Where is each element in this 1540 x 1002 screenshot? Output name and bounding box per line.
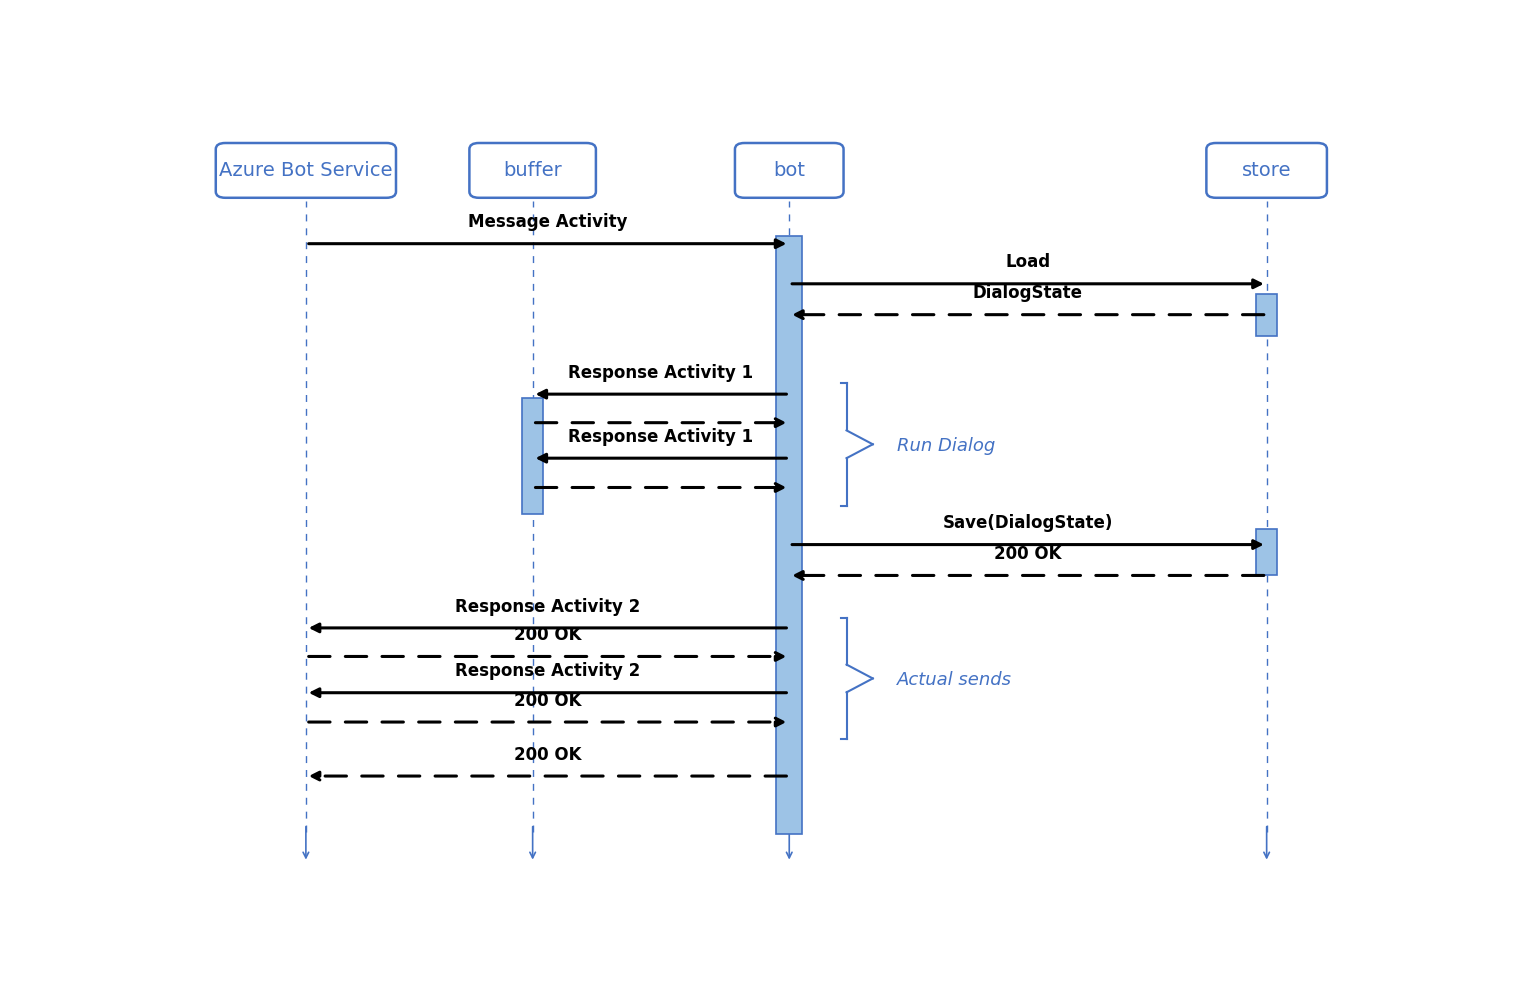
FancyBboxPatch shape — [1206, 143, 1327, 197]
Text: Message Activity: Message Activity — [468, 213, 627, 231]
Text: 200 OK: 200 OK — [514, 745, 581, 764]
FancyBboxPatch shape — [470, 143, 596, 197]
Bar — [1257, 294, 1277, 337]
Text: Run Dialog: Run Dialog — [896, 437, 995, 455]
Text: Azure Bot Service: Azure Bot Service — [219, 161, 393, 180]
Text: Response Activity 1: Response Activity 1 — [568, 364, 753, 382]
FancyBboxPatch shape — [216, 143, 396, 197]
Text: Response Activity 2: Response Activity 2 — [454, 662, 641, 680]
Text: 200 OK: 200 OK — [995, 545, 1061, 563]
Text: buffer: buffer — [504, 161, 562, 180]
FancyBboxPatch shape — [735, 143, 844, 197]
Text: bot: bot — [773, 161, 805, 180]
Text: Actual sends: Actual sends — [896, 670, 1012, 688]
Text: Load: Load — [1006, 254, 1050, 272]
Bar — [1257, 529, 1277, 575]
Text: Response Activity 1: Response Activity 1 — [568, 428, 753, 446]
Text: store: store — [1241, 161, 1292, 180]
Text: Save(DialogState): Save(DialogState) — [942, 514, 1113, 532]
Text: 200 OK: 200 OK — [514, 691, 581, 709]
Bar — [776, 236, 802, 834]
Text: DialogState: DialogState — [973, 285, 1083, 303]
Text: 200 OK: 200 OK — [514, 626, 581, 644]
Bar — [522, 398, 544, 514]
Text: Response Activity 2: Response Activity 2 — [454, 597, 641, 615]
